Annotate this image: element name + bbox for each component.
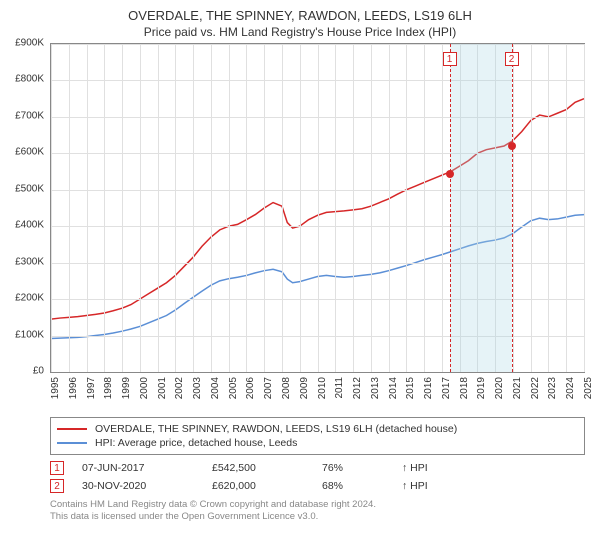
x-tick-label: 2009 [299,377,310,399]
x-axis: 1995 1996 1997 1998 1999 2000 2001 2002 2003 2004… [50,373,585,411]
x-tick-label: 2016 [423,377,434,399]
legend-item: HPI: Average price, detached house, Leed… [57,436,578,450]
marker-band [450,44,512,372]
marker-row-hpi-label: ↑ HPI [402,480,428,492]
marker-line [450,44,451,372]
chart-subtitle: Price paid vs. HM Land Registry's House … [0,23,600,43]
marker-row-date: 07-JUN-2017 [82,462,212,474]
x-tick-label: 2017 [441,377,452,399]
x-tick-label: 2002 [174,377,185,399]
footer-attribution: Contains HM Land Registry data © Crown c… [50,499,585,524]
x-tick-label: 2024 [565,377,576,399]
x-tick-label: 1999 [121,377,132,399]
x-tick-label: 2020 [494,377,505,399]
y-tick-label: £400K [15,220,44,231]
y-tick-label: £500K [15,183,44,194]
y-tick-label: £200K [15,293,44,304]
marker-badge: 1 [443,52,457,66]
x-tick-label: 2006 [245,377,256,399]
x-tick-label: 1997 [86,377,97,399]
y-tick-label: £600K [15,147,44,158]
chart-title: OVERDALE, THE SPINNEY, RAWDON, LEEDS, LS… [0,0,600,23]
legend-item: OVERDALE, THE SPINNEY, RAWDON, LEEDS, LS… [57,422,578,436]
y-tick-label: £700K [15,110,44,121]
marker-line [512,44,513,372]
x-tick-label: 2008 [281,377,292,399]
x-tick-label: 2018 [459,377,470,399]
x-tick-label: 2022 [530,377,541,399]
x-tick-label: 2012 [352,377,363,399]
x-tick-label: 2025 [583,377,594,399]
legend: OVERDALE, THE SPINNEY, RAWDON, LEEDS, LS… [50,417,585,455]
marker-row: 1 07-JUN-2017£542,50076%↑ HPI [50,459,585,477]
x-tick-label: 1995 [50,377,61,399]
x-tick-label: 1998 [103,377,114,399]
x-tick-label: 1996 [68,377,79,399]
legend-label: OVERDALE, THE SPINNEY, RAWDON, LEEDS, LS… [95,423,457,435]
x-tick-label: 2005 [228,377,239,399]
marker-table: 1 07-JUN-2017£542,50076%↑ HPI 2 30-NOV-2020… [50,459,585,495]
y-tick-label: £300K [15,256,44,267]
x-tick-label: 2019 [476,377,487,399]
marker-row-price: £542,500 [212,462,322,474]
footer-line-2: This data is licensed under the Open Gov… [50,511,585,523]
marker-row-pct: 76% [322,462,402,474]
marker-row-date: 30-NOV-2020 [82,480,212,492]
y-tick-label: £0 [33,366,44,377]
y-tick-label: £900K [15,38,44,49]
legend-swatch [57,428,87,430]
x-tick-label: 2001 [157,377,168,399]
marker-row-price: £620,000 [212,480,322,492]
legend-label: HPI: Average price, detached house, Leed… [95,437,297,449]
marker-row-pct: 68% [322,480,402,492]
x-tick-label: 2007 [263,377,274,399]
x-tick-label: 2021 [512,377,523,399]
y-tick-label: £100K [15,329,44,340]
marker-row: 2 30-NOV-2020£620,00068%↑ HPI [50,477,585,495]
marker-row-hpi-label: ↑ HPI [402,462,428,474]
x-tick-label: 2003 [192,377,203,399]
x-tick-label: 2011 [334,377,345,399]
marker-point [508,142,516,150]
x-tick-label: 2014 [388,377,399,399]
x-tick-label: 2010 [317,377,328,399]
marker-point [446,170,454,178]
x-tick-label: 2015 [405,377,416,399]
x-tick-label: 2013 [370,377,381,399]
footer-line-1: Contains HM Land Registry data © Crown c… [50,499,585,511]
legend-swatch [57,442,87,444]
marker-badge: 2 [505,52,519,66]
chart-plot-area: 12 [50,43,585,373]
x-tick-label: 2000 [139,377,150,399]
y-axis: £0£100K£200K£300K£400K£500K£600K£700K£80… [0,43,48,373]
x-tick-label: 2004 [210,377,221,399]
y-tick-label: £800K [15,74,44,85]
marker-row-badge: 2 [50,479,64,493]
marker-row-badge: 1 [50,461,64,475]
x-tick-label: 2023 [547,377,558,399]
